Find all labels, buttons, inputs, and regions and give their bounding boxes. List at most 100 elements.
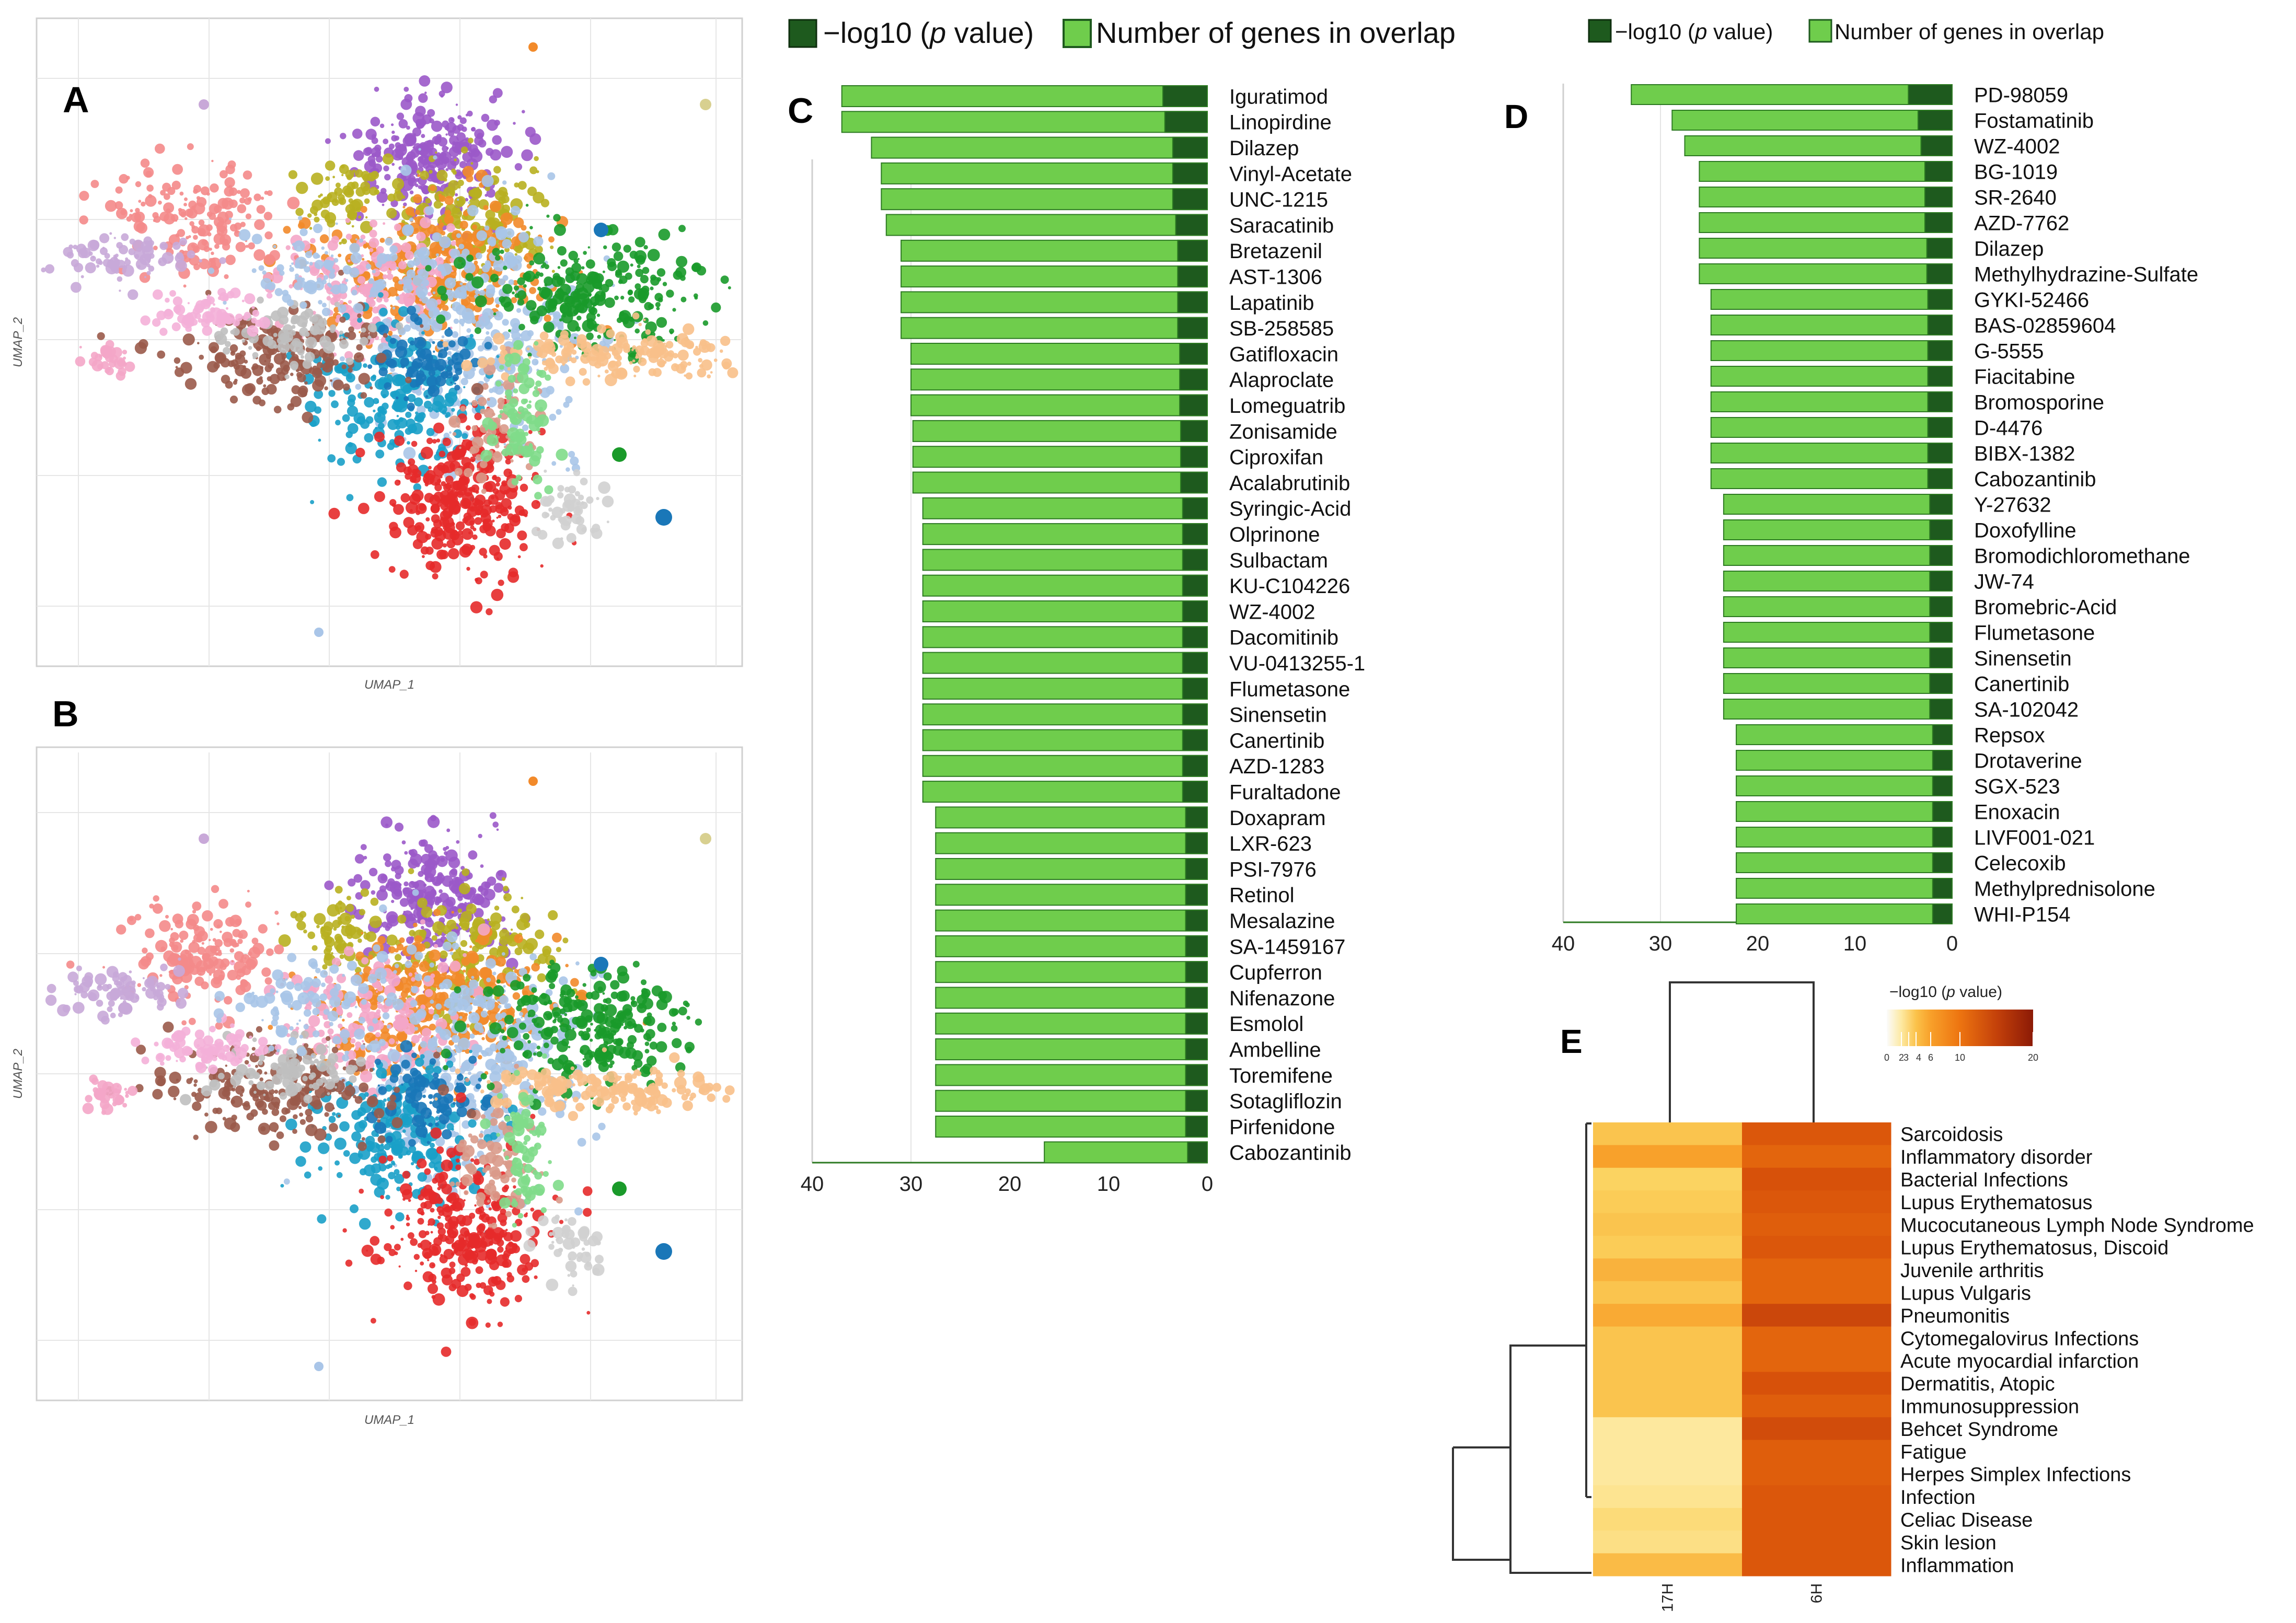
category-label: Cupferron xyxy=(1229,961,1322,984)
bar-genes xyxy=(935,832,1208,854)
category-label: Fostamatinib xyxy=(1974,109,2094,132)
panel-label-e: E xyxy=(1560,1023,1583,1060)
bar-genes xyxy=(922,626,1208,648)
heatmap-col-label: 17H xyxy=(1659,1583,1677,1612)
heatmap-row-label: Fatigue xyxy=(1900,1441,1967,1463)
colorbar-tick-label: 6 xyxy=(1928,1052,1933,1063)
heatmap-cell xyxy=(1742,1304,1891,1327)
bar-pvalue xyxy=(1927,417,1953,438)
category-label: D-4476 xyxy=(1974,416,2043,439)
bar-pvalue xyxy=(1182,781,1208,803)
bar-pvalue xyxy=(1929,494,1953,515)
category-label: Olprinone xyxy=(1229,524,1320,547)
heatmap-row-label: Pneumonitis xyxy=(1900,1305,2010,1327)
legend-c: −log10 (p value) Number of genes in over… xyxy=(788,16,1456,49)
bar-genes xyxy=(1723,545,1953,566)
bar-genes xyxy=(901,265,1208,288)
bar-pvalue xyxy=(1924,212,1953,233)
bar-pvalue xyxy=(1172,136,1208,159)
legend-d: −log10 (p value) Number of genes in over… xyxy=(1588,19,2104,44)
bar-pvalue xyxy=(1927,340,1953,361)
heatmap-cell xyxy=(1593,1326,1743,1350)
heatmap-cell xyxy=(1593,1236,1743,1259)
category-label: Lomeguatrib xyxy=(1229,395,1345,418)
bar-pvalue xyxy=(1908,84,1953,105)
bar-genes xyxy=(922,652,1208,674)
colorbar-tick-label: 2 xyxy=(1899,1052,1904,1063)
heatmap-row-label: Acute myocardial infarction xyxy=(1900,1351,2139,1373)
legend-d-pvalue-label: −log10 (p value) xyxy=(1615,19,1773,44)
category-label: SGX-523 xyxy=(1974,775,2060,798)
heatmap-cell xyxy=(1593,1440,1743,1463)
bar-genes xyxy=(1723,673,1953,694)
heatmap-e: E −log10 (p value) 0 23 4 6 10 20 Sarcoidosis… xyxy=(1452,981,2254,1612)
heatmap-cell xyxy=(1742,1417,1891,1441)
category-label: SB-258585 xyxy=(1229,317,1334,340)
category-label: WHI-P154 xyxy=(1974,903,2071,926)
category-label: Flumetasone xyxy=(1229,678,1350,701)
bar-genes xyxy=(922,574,1208,597)
bar-genes xyxy=(901,317,1208,339)
heatmap-cell xyxy=(1742,1190,1891,1214)
umap-b-ylabel: UMAP_2 xyxy=(11,1049,25,1099)
heatmap-cell xyxy=(1593,1145,1743,1168)
bar-pvalue xyxy=(1185,1038,1208,1061)
bar-pvalue xyxy=(1172,162,1208,184)
bar-genes xyxy=(922,677,1208,700)
bar-genes xyxy=(922,703,1208,726)
category-label: Lapatinib xyxy=(1229,292,1314,315)
bar-pvalue xyxy=(1929,519,1953,540)
heatmap-row-label: Inflammation xyxy=(1900,1555,2014,1576)
bar-pvalue xyxy=(1927,366,1953,387)
heatmap-cell xyxy=(1593,1531,1743,1554)
category-label: VU-0413255-1 xyxy=(1229,652,1365,675)
bar-pvalue xyxy=(1182,574,1208,597)
heatmap-cell xyxy=(1593,1281,1743,1304)
heatmap-cell xyxy=(1742,1213,1891,1236)
category-label: SA-102042 xyxy=(1974,698,2079,721)
category-label: WZ-4002 xyxy=(1229,600,1316,623)
bar-pvalue xyxy=(1185,987,1208,1009)
heatmap-row-label: Lupus Vulgaris xyxy=(1900,1283,2031,1305)
bar-genes xyxy=(841,111,1208,133)
heatmap-cell xyxy=(1593,1304,1743,1327)
category-label: Flumetasone xyxy=(1974,621,2095,644)
category-label: AZD-7762 xyxy=(1974,212,2069,235)
heatmap-cell xyxy=(1742,1145,1891,1168)
bar-genes xyxy=(1736,801,1953,822)
bar-pvalue xyxy=(1932,852,1953,873)
category-label: Alaproclate xyxy=(1229,369,1334,392)
category-label: G-5555 xyxy=(1974,340,2044,363)
legend-c-genes-label: Number of genes in overlap xyxy=(1096,16,1456,49)
bar-genes xyxy=(935,935,1208,957)
bar-genes xyxy=(922,729,1208,751)
heatmap-cell xyxy=(1742,1281,1891,1304)
bar-pvalue xyxy=(1929,699,1953,720)
bar-chart-c: C Iguratimod Linopirdine Dilazep Vinyl-Acet… xyxy=(788,85,1365,1196)
bar-pvalue xyxy=(1929,673,1953,694)
bar-pvalue xyxy=(1182,626,1208,648)
bar-genes xyxy=(935,1012,1208,1035)
bar-pvalue xyxy=(1179,394,1208,416)
x-tick-label: 20 xyxy=(1746,932,1770,955)
bar-pvalue xyxy=(1182,549,1208,571)
bar-pvalue xyxy=(1182,497,1208,519)
category-label: Pirfenidone xyxy=(1229,1116,1335,1139)
category-label: Zonisamide xyxy=(1229,420,1337,443)
category-label: Bromebric-Acid xyxy=(1974,596,2117,619)
x-tick-label: 30 xyxy=(1649,932,1672,955)
bar-genes xyxy=(1723,622,1953,643)
bar-genes xyxy=(1723,494,1953,515)
heatmap-row-label: Infection xyxy=(1900,1487,1976,1509)
bar-genes xyxy=(1699,263,1953,284)
bar-genes xyxy=(935,987,1208,1009)
bar-genes xyxy=(935,858,1208,880)
category-label: JW-74 xyxy=(1974,570,2034,593)
bar-pvalue xyxy=(1926,238,1953,259)
category-label: Enoxacin xyxy=(1974,801,2060,824)
category-label: Doxapram xyxy=(1229,807,1326,830)
bar-genes xyxy=(910,394,1208,416)
category-label: Canertinib xyxy=(1229,729,1324,752)
bar-pvalue xyxy=(1929,647,1953,668)
category-label: Sinensetin xyxy=(1229,704,1327,727)
